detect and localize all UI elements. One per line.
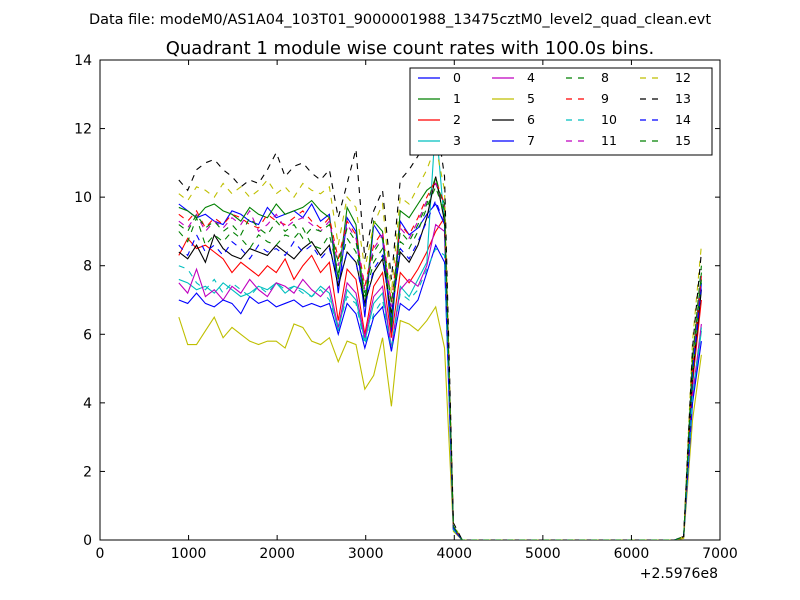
y-tick-label: 6 [83,327,92,343]
y-tick-label: 2 [83,464,92,480]
x-tick-label: 2000 [259,546,295,562]
legend-frame [409,67,713,156]
legend-label-15: 15 [675,133,691,148]
series-line-5 [178,305,702,540]
series-line-15 [178,174,702,540]
legend-label-8: 8 [601,70,609,85]
series-line-8 [178,185,702,540]
y-tick-label: 4 [83,396,92,412]
y-tick-label: 12 [74,122,92,138]
y-tick-label: 8 [83,259,92,275]
x-axis-offset-label: +2.5976e8 [640,566,718,582]
x-tick-label: 5000 [525,546,561,562]
legend-label-3: 3 [453,133,461,148]
x-tick-label: 3000 [348,546,384,562]
x-tick-label: 4000 [436,546,472,562]
legend-label-4: 4 [527,70,535,85]
legend-label-11: 11 [601,133,617,148]
legend-label-12: 12 [675,70,691,85]
series-line-3 [178,121,702,540]
y-tick-label: 10 [74,190,92,206]
x-tick-label: 1000 [171,546,207,562]
series-line-2 [178,215,702,540]
series-line-14 [178,199,702,540]
series-line-12 [178,143,702,540]
x-tick-label: 7000 [702,546,738,562]
series-line-9 [178,178,702,540]
figure-suptitle: Data file: modeM0/AS1A04_103T01_90000019… [89,12,711,28]
legend-label-6: 6 [527,112,535,127]
y-tick-label: 0 [83,533,92,549]
legend-label-1: 1 [453,91,461,106]
x-tick-label: 0 [96,546,105,562]
series-line-6 [178,176,702,540]
series-line-0 [178,202,702,540]
series-line-10 [178,247,702,540]
legend-label-5: 5 [527,91,535,106]
chart-title: Quadrant 1 module wise count rates with … [166,38,655,59]
legend-label-0: 0 [453,70,461,85]
legend-label-9: 9 [601,91,609,106]
legend-label-14: 14 [675,112,691,127]
series-layer [178,114,702,540]
series-line-4 [178,223,702,540]
legend-label-10: 10 [601,112,617,127]
legend-label-7: 7 [527,133,535,148]
series-line-7 [178,243,702,540]
x-tick-label: 6000 [614,546,650,562]
legend-label-2: 2 [453,112,461,127]
axes-frame [99,59,721,541]
legend-label-13: 13 [675,91,691,106]
y-tick-label: 14 [74,53,92,69]
